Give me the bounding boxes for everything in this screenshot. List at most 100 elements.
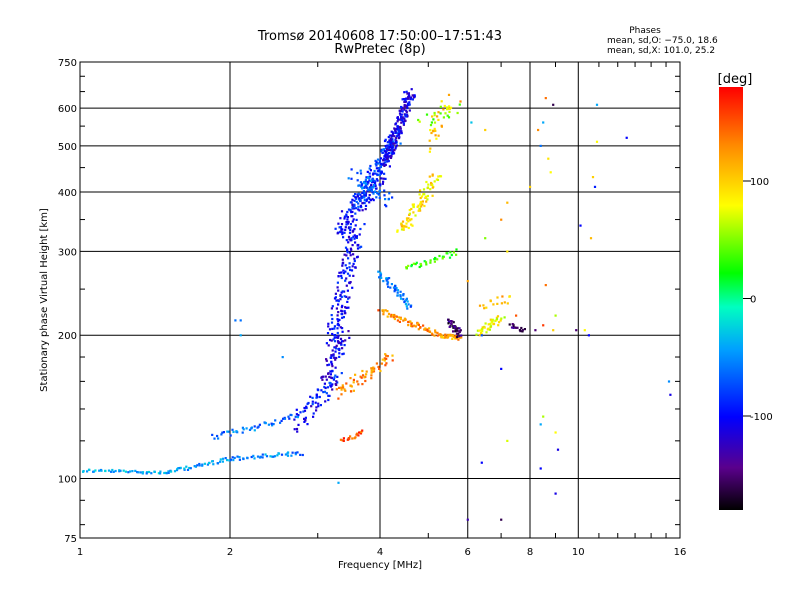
data-point (391, 354, 394, 357)
colorbar-ticks: 100 0 -100 (743, 177, 773, 423)
data-point (348, 336, 351, 339)
data-point (434, 329, 437, 332)
data-point (399, 127, 402, 130)
data-point (343, 295, 346, 298)
x-tick-label: 4 (377, 547, 383, 558)
data-point (314, 401, 317, 404)
data-point (407, 320, 410, 324)
data-point (455, 248, 458, 251)
data-point (383, 194, 386, 197)
data-point (355, 218, 358, 221)
data-point (367, 196, 370, 199)
data-point (248, 428, 252, 431)
data-point (370, 374, 373, 377)
data-point (418, 120, 421, 123)
data-point (272, 423, 275, 426)
data-point (425, 196, 428, 199)
data-point (400, 130, 403, 133)
data-point (418, 193, 421, 196)
data-point (436, 115, 439, 118)
data-point (265, 455, 269, 458)
data-point (339, 231, 342, 234)
data-point (434, 129, 437, 132)
data-point (515, 326, 518, 329)
data-point (295, 408, 298, 411)
data-point (389, 134, 392, 137)
data-point (250, 455, 253, 459)
data-point (396, 132, 399, 135)
data-point (453, 335, 456, 339)
data-point (400, 223, 403, 226)
data-point (349, 228, 352, 231)
data-point (359, 169, 362, 172)
data-point (302, 410, 305, 413)
data-point (305, 406, 308, 410)
data-point (405, 225, 408, 228)
data-point (457, 338, 460, 341)
data-point (312, 412, 315, 415)
data-point (349, 268, 352, 272)
data-point (342, 437, 345, 440)
x-axis-label: Frequency [MHz] (338, 560, 422, 571)
data-point (331, 383, 334, 386)
data-point (330, 361, 333, 364)
data-point (384, 163, 387, 166)
data-point (367, 188, 370, 191)
data-point (393, 287, 396, 290)
data-point (405, 113, 408, 116)
data-point (370, 189, 373, 192)
data-point (333, 340, 337, 343)
data-point (118, 469, 121, 472)
data-point (293, 428, 296, 431)
data-point (382, 162, 385, 165)
data-point (348, 262, 351, 265)
data-point (365, 198, 368, 201)
data-point (329, 373, 332, 376)
y-tick-label: 400 (58, 188, 77, 199)
data-point (458, 103, 461, 106)
data-point (402, 123, 405, 126)
data-point (250, 426, 253, 429)
data-point (349, 435, 352, 438)
data-point (506, 250, 509, 253)
data-point (293, 418, 296, 421)
data-point (420, 195, 424, 198)
data-point (383, 357, 386, 360)
data-point (221, 460, 224, 463)
data-point (363, 199, 366, 202)
data-point (417, 209, 420, 212)
data-point (408, 109, 411, 112)
data-point (346, 218, 349, 221)
data-point (253, 429, 256, 432)
data-point (326, 332, 330, 335)
data-point (523, 328, 526, 331)
data-point (360, 430, 363, 433)
data-point (341, 316, 344, 319)
data-point (396, 120, 399, 123)
data-point (354, 266, 357, 269)
data-point (238, 458, 241, 461)
data-point (398, 320, 401, 323)
data-point (375, 167, 378, 170)
data-point (357, 192, 360, 195)
data-point (322, 391, 325, 394)
data-point (492, 303, 495, 306)
data-point (343, 253, 346, 256)
data-point (391, 150, 394, 153)
x-tick-label: 8 (527, 547, 533, 558)
data-point (344, 228, 347, 231)
data-point (331, 327, 334, 330)
data-point (342, 340, 345, 343)
data-point (345, 213, 348, 216)
data-point (342, 352, 345, 355)
data-point (330, 339, 333, 342)
data-point (486, 328, 489, 331)
data-point (281, 356, 284, 359)
data-point (406, 97, 409, 100)
data-point (303, 420, 306, 423)
data-point (456, 329, 459, 332)
data-point (456, 111, 459, 115)
data-point (392, 314, 395, 317)
data-point (402, 224, 405, 227)
data-point (352, 274, 355, 277)
